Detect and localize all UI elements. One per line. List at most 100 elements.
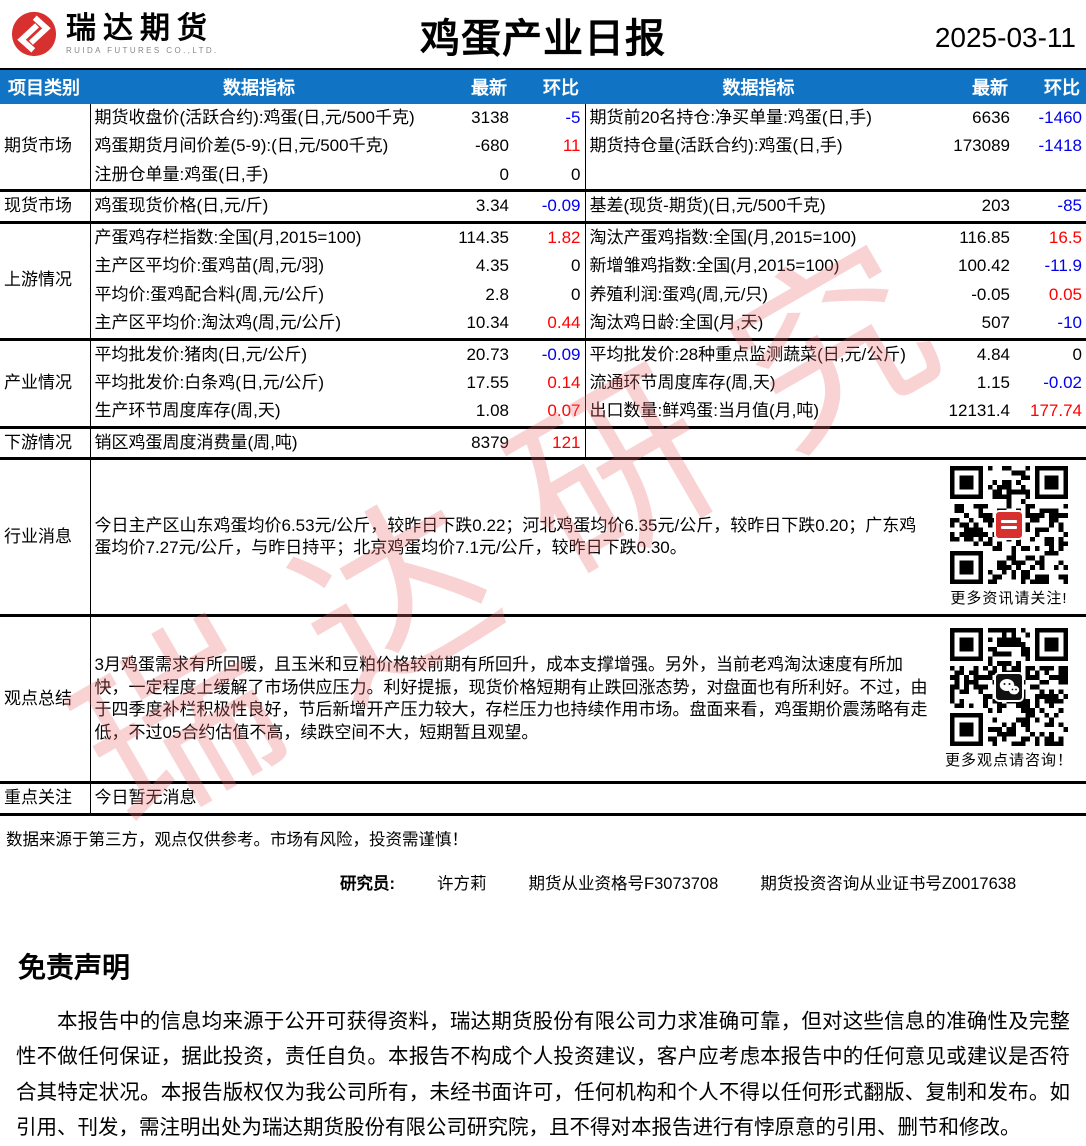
indicator-label: 主产区平均价:淘汰鸡(周,元/公斤) <box>94 313 342 333</box>
qr-cell: 更多观点请咨询！ <box>932 616 1086 783</box>
table-row: 下游情况 销区鸡蛋周度消费量(周,吨) 8379 121 <box>0 427 1086 459</box>
chg-value: 0 <box>513 160 586 191</box>
table-row: 期货市场 期货收盘价(活跃合约):鸡蛋(日,元/500千克) 3138 -5 期货前20… <box>0 104 1086 191</box>
latest-value: 1.08 <box>475 401 509 421</box>
indicator-label: 平均批发价:白条鸡(日,元/公斤) <box>94 372 325 392</box>
qr-caption: 更多资讯请关注! <box>950 589 1068 607</box>
indicator-label: 平均价:蛋鸡配合料(周,元/公斤) <box>94 284 325 304</box>
section-category: 重点关注 <box>0 782 91 815</box>
chg-value: -5 <box>513 104 586 133</box>
latest-value: 100.42 <box>958 256 1010 276</box>
table-row: 鸡蛋期货月间价差(5-9):(日,元/500千克) -680 11 期货持仓量(活跃合… <box>0 132 1086 161</box>
latest-value: 4.35 <box>475 256 509 276</box>
section-category: 行业消息 <box>0 458 91 616</box>
report-header: 瑞达期货 RUIDA FUTURES CO.,LTD. 鸡蛋产业日报 2025-… <box>0 0 1086 68</box>
indicator-label: 新增雏鸡指数:全国(月,2015=100) <box>589 256 840 276</box>
table-row: 上游情况 产蛋鸡存栏指数:全国(月,2015=100) 114.35 1.82 淘汰产蛋… <box>0 222 1086 339</box>
indicator-label: 淘汰产蛋鸡指数:全国(月,2015=100) <box>589 227 857 247</box>
column-header: 数据指标 <box>90 69 428 104</box>
table-section: 期货市场 期货收盘价(活跃合约):鸡蛋(日,元/500千克) 3138 -5 期货前20… <box>0 104 1086 191</box>
section-text: 今日主产区山东鸡蛋均价6.53元/公斤，较昨日下跌0.22；河北鸡蛋均价6.35… <box>94 515 917 558</box>
chg-value: -85 <box>1057 196 1082 216</box>
researcher-label: 研究员: <box>340 874 395 893</box>
table-row: 重点关注 今日暂无消息 <box>0 782 1086 815</box>
column-header: 最新 <box>932 69 1014 104</box>
chg-value: 0.14 <box>513 368 586 398</box>
table-section: 上游情况 产蛋鸡存栏指数:全国(月,2015=100) 114.35 1.82 淘汰产蛋… <box>0 222 1086 339</box>
chg-value: -0.09 <box>513 339 586 369</box>
indicator-label: 鸡蛋期货月间价差(5-9):(日,元/500千克) <box>94 136 389 156</box>
chg-value: 1.82 <box>513 222 586 253</box>
researcher-cert-1: 期货从业资格号F3073708 <box>528 874 719 893</box>
table-row: 主产区平均价:蛋鸡苗(周,元/羽) 4.35 0 新增雏鸡指数:全国(月,2015=1… <box>0 252 1086 281</box>
researcher-line: 研究员: 许方莉 期货从业资格号F3073708 期货投资咨询从业证书号Z001… <box>340 870 1086 894</box>
focus-text: 今日暂无消息 <box>94 788 197 808</box>
latest-value: -680 <box>474 136 509 156</box>
chg-value: 0.05 <box>1048 284 1082 304</box>
indicator-label: 出口数量:鲜鸡蛋:当月值(月,吨) <box>589 401 820 421</box>
page-title: 鸡蛋产业日报 <box>420 17 666 61</box>
report-date: 2025-03-11 <box>934 22 1076 53</box>
table-row: 生产环节周度库存(周,天) 1.08 0.07 出口数量:鲜鸡蛋:当月值(月,吨) 12… <box>0 397 1086 428</box>
table-section: 行业消息 今日主产区山东鸡蛋均价6.53元/公斤，较昨日下跌0.22；河北鸡蛋均价… <box>0 458 1086 616</box>
chg-value: 0 <box>513 280 586 310</box>
section-category: 产业情况 <box>0 339 91 428</box>
latest-value: 6636 <box>972 108 1010 127</box>
latest-value: 173089 <box>953 136 1010 156</box>
latest-value <box>932 427 1014 458</box>
indicator-label: 淘汰鸡日龄:全国(月,天) <box>589 313 764 333</box>
section-category: 下游情况 <box>0 427 91 459</box>
latest-value: 0 <box>499 164 509 184</box>
chg-value: 121 <box>513 427 586 459</box>
summary-qr-code <box>950 627 1068 746</box>
latest-value: 17.55 <box>466 372 509 392</box>
latest-value: 12131.4 <box>948 401 1010 421</box>
section-category: 期货市场 <box>0 104 91 191</box>
section-category: 观点总结 <box>0 615 91 783</box>
latest-value: 10.34 <box>466 313 509 333</box>
chg-value: 177.74 <box>1030 401 1082 421</box>
column-header: 环比 <box>513 69 585 104</box>
indicator-label: 期货持仓量(活跃合约):鸡蛋(日,手) <box>589 136 843 156</box>
indicator-label: 期货前20名持仓:净买单量:鸡蛋(日,手) <box>589 108 872 127</box>
column-header: 项目类别 <box>0 69 90 104</box>
table-section: 产业情况 平均批发价:猪肉(日,元/公斤) 20.73 -0.09 平均批发价:28种重… <box>0 339 1086 428</box>
table-row: 现货市场 鸡蛋现货价格(日,元/斤) 3.34 -0.09 基差(现货-期货)(日,元/… <box>0 190 1086 223</box>
chg-value: 11 <box>513 132 586 161</box>
chg-value <box>1014 161 1086 191</box>
latest-value: 1.15 <box>976 372 1010 392</box>
table-header: 项目类别 数据指标 最新 环比 数据指标 最新 环比 <box>0 69 1086 104</box>
news-qr-code <box>950 465 1068 584</box>
latest-value <box>932 161 1014 191</box>
column-header: 最新 <box>428 69 513 104</box>
section-text: 3月鸡蛋需求有所回暖，且玉米和豆粕价格较前期有所回升，成本支撑增强。另外，当前老… <box>94 655 928 742</box>
table-header-row: 项目类别 数据指标 最新 环比 数据指标 最新 环比 <box>0 69 1086 104</box>
latest-value: 3138 <box>471 108 509 127</box>
section-category: 现货市场 <box>0 190 91 223</box>
indicator-label: 产蛋鸡存栏指数:全国(月,2015=100) <box>94 227 362 247</box>
brand-name: 瑞达期货 <box>66 12 214 45</box>
indicator-label: 平均批发价:猪肉(日,元/公斤) <box>94 344 308 364</box>
indicator-label <box>585 427 932 458</box>
chg-value: 0 <box>513 252 586 281</box>
table-section: 现货市场 鸡蛋现货价格(日,元/斤) 3.34 -0.09 基差(现货-期货)(日,元/… <box>0 190 1086 223</box>
table-row: 观点总结 3月鸡蛋需求有所回暖，且玉米和豆粕价格较前期有所回升，成本支撑增强。另外… <box>0 615 1086 783</box>
latest-value: 114.35 <box>458 227 509 247</box>
chg-value: -11.9 <box>1044 256 1083 276</box>
indicator-label: 流通环节周度库存(周,天) <box>589 372 776 392</box>
latest-value: 4.84 <box>976 344 1010 364</box>
chg-value: 0 <box>1072 344 1082 364</box>
ruida-qr-logo-icon <box>994 509 1024 540</box>
brand-subtitle: RUIDA FUTURES CO.,LTD. <box>66 46 219 55</box>
chg-value: -10 <box>1057 313 1082 333</box>
indicator-label: 主产区平均价:蛋鸡苗(周,元/羽) <box>94 256 325 276</box>
indicator-label: 注册仓单量:鸡蛋(日,手) <box>94 164 269 184</box>
indicator-label: 基差(现货-期货)(日,元/500千克) <box>589 196 826 216</box>
table-row: 主产区平均价:淘汰鸡(周,元/公斤) 10.34 0.44 淘汰鸡日龄:全国(月,天)… <box>0 309 1086 339</box>
chg-value: -0.09 <box>513 190 586 223</box>
indicator-label: 平均批发价:28种重点监测蔬菜(日,元/公斤) <box>589 344 906 364</box>
chg-value: 0.07 <box>513 397 586 428</box>
qr-caption: 更多观点请咨询！ <box>944 751 1073 769</box>
latest-value: -0.05 <box>971 284 1010 304</box>
column-header: 环比 <box>1014 69 1086 104</box>
